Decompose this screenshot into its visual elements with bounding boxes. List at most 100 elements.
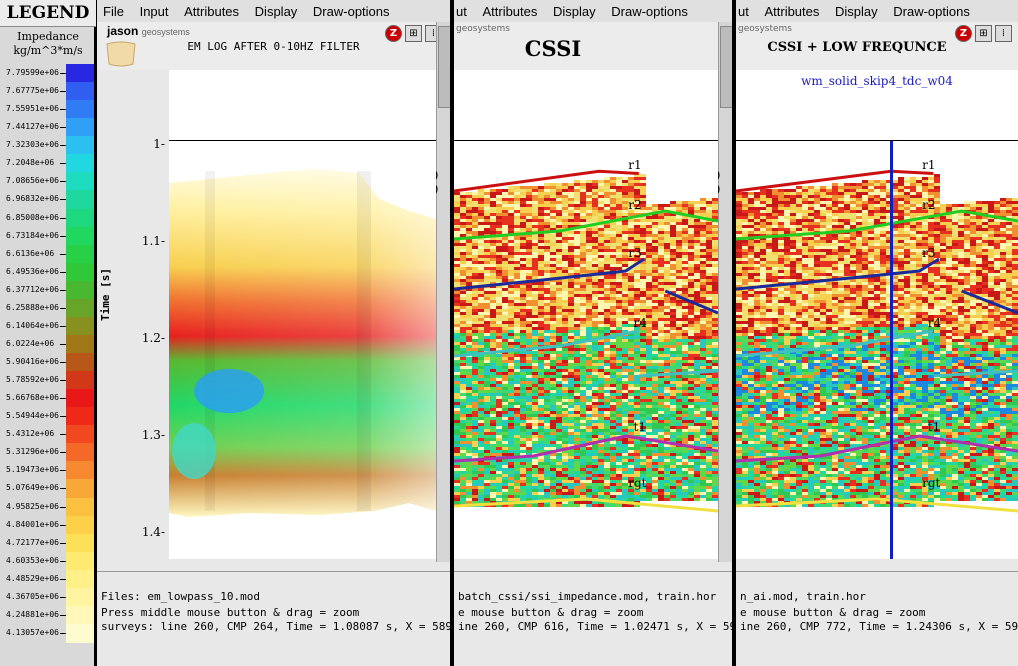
status-bar: n_ai.mod, train.hor e mouse button & dra…: [736, 571, 1018, 666]
legend-title: LEGEND: [0, 0, 96, 27]
legend-tick: [60, 362, 66, 364]
legend-label: 5.90416e+06: [6, 357, 59, 367]
horizon-label-r3: r3: [922, 246, 935, 260]
x-axis: 260832260716260600260484260368260200: [169, 70, 438, 206]
grid-control-icon[interactable]: ⊞: [975, 25, 992, 42]
legend-tick: [60, 109, 66, 111]
legend-tick: [60, 632, 66, 634]
legend-swatch: [66, 226, 94, 246]
horizon-label-rgt: rgt: [628, 476, 646, 490]
y-axis-title: Time [s]: [99, 268, 112, 321]
legend-tick: [60, 506, 66, 508]
vertical-scrollbar[interactable]: [718, 22, 732, 562]
horizon-label-r4: r4: [928, 316, 942, 330]
legend-swatch: [66, 136, 94, 156]
legend-tick: [60, 488, 66, 490]
legend-label: 7.67775e+06: [6, 86, 59, 96]
zoom-control-icon[interactable]: Z: [955, 25, 972, 42]
brand-suffix: geosystems: [456, 24, 510, 34]
legend-tick: [60, 452, 66, 454]
legend-tick: [60, 398, 66, 400]
menu-display[interactable]: Display: [553, 4, 596, 19]
legend-tick: [60, 416, 66, 418]
legend-label: 5.4312e+06: [6, 429, 55, 439]
menu-draw-options[interactable]: Draw-options: [893, 4, 970, 19]
legend-tick: [60, 470, 66, 472]
zoom-control-icon[interactable]: Z: [385, 25, 402, 42]
legend-tick: [60, 542, 66, 544]
legend-swatch: [66, 407, 94, 427]
panel-em-log: File Input Attributes Display Draw-optio…: [97, 0, 452, 666]
legend-swatch: [66, 64, 94, 84]
panel-title: CSSI + LOW FREQUNCE: [767, 40, 947, 55]
legend-swatch: [66, 262, 94, 282]
legend-tick: [60, 163, 66, 165]
seismic-plot-em[interactable]: [169, 141, 436, 559]
scroll-thumb[interactable]: [438, 26, 450, 108]
legend-panel: LEGEND Impedance kg/m^3*m/s 7.79599e+06 7…: [0, 0, 96, 666]
menu-attributes[interactable]: Attributes: [482, 4, 538, 19]
legend-swatch: [66, 172, 94, 192]
menu-draw-options[interactable]: Draw-options: [312, 4, 390, 19]
legend-label: 6.49536e+06: [6, 266, 59, 276]
legend-label: 6.0224e+06: [6, 338, 55, 348]
menu-display[interactable]: Display: [835, 4, 878, 19]
legend-quantity: Impedance: [17, 30, 79, 43]
legend-label: 4.84001e+06: [6, 519, 59, 529]
menu-input-partial[interactable]: ut: [456, 4, 467, 19]
legend-label: 4.36705e+06: [6, 591, 59, 601]
horizon-label-r1: r1: [628, 158, 641, 172]
legend-tick: [60, 596, 66, 598]
menu-file[interactable]: File: [103, 4, 124, 19]
grid-control-icon[interactable]: ⊞: [405, 25, 422, 42]
legend-tick: [60, 271, 66, 273]
menu-input[interactable]: Input: [139, 4, 169, 19]
legend-tick: [60, 307, 66, 309]
menu-attributes[interactable]: Attributes: [184, 4, 240, 19]
seismic-plot-cssi[interactable]: r1 r2 r3 r4 t1 rgt: [454, 141, 718, 559]
status-position: ine 260, CMP 772, Time = 1.24306 s, X = …: [740, 620, 1018, 633]
legend-tick: [60, 235, 66, 237]
vertical-scrollbar[interactable]: [436, 22, 450, 562]
status-help: Press middle mouse button & drag = zoom: [101, 606, 360, 619]
legend-swatch: [66, 316, 94, 336]
panel-title: EM LOG AFTER 0-10HZ FILTER: [187, 40, 360, 53]
menu-display[interactable]: Display: [254, 4, 298, 19]
legend-swatch: [66, 334, 94, 354]
legend-swatch: [66, 190, 94, 210]
legend-label: 4.24881e+06: [6, 609, 59, 619]
well-trace[interactable]: [890, 141, 893, 559]
legend-swatch: [66, 479, 94, 499]
legend-swatch: [66, 533, 94, 553]
legend-label: 4.95825e+06: [6, 501, 59, 511]
legend-swatch: [66, 118, 94, 138]
legend-label: 7.55951e+06: [6, 104, 59, 114]
legend-tick: [60, 199, 66, 201]
brand: jason geosystems: [107, 24, 190, 38]
legend-tick: [60, 560, 66, 562]
legend-label: 5.07649e+06: [6, 483, 59, 493]
scroll-thumb[interactable]: [720, 26, 732, 108]
y-axis: Time [s] 1- 1.1- 1.2- 1.3- 1.4-: [97, 137, 169, 559]
cssi-image: r1 r2 r3 r4 t1 rgt: [454, 158, 718, 513]
brand-suffix: geosystems: [141, 27, 190, 37]
menu-draw-options[interactable]: Draw-options: [611, 4, 688, 19]
legend-tick: [60, 434, 66, 436]
panel-header: jason geosystems EM LOG AFTER 0-10HZ FIL…: [97, 22, 450, 70]
menu-input-partial[interactable]: ut: [738, 4, 749, 19]
legend-tick: [60, 91, 66, 93]
options-control-icon[interactable]: ⁞: [995, 25, 1012, 42]
horizon-label-r1: r1: [922, 158, 935, 172]
legend-swatch: [66, 551, 94, 571]
legend-label: 4.13057e+06: [6, 627, 59, 637]
legend-swatch: [66, 82, 94, 102]
em-log-image: [169, 169, 436, 517]
horizon-label-r3: r3: [628, 246, 641, 260]
seismic-plot-cssi-lowfreq[interactable]: r1 r2 r3 r4 t1 rgt: [736, 141, 1018, 559]
legend-label: 5.78592e+06: [6, 375, 59, 385]
menu-attributes[interactable]: Attributes: [764, 4, 820, 19]
legend-tick: [60, 614, 66, 616]
y-axis-label: 1.3-: [141, 428, 165, 442]
status-bar: batch_cssi/ssi_impedance.mod, train.hor …: [454, 571, 732, 666]
legend-label: 7.32303e+06: [6, 140, 59, 150]
